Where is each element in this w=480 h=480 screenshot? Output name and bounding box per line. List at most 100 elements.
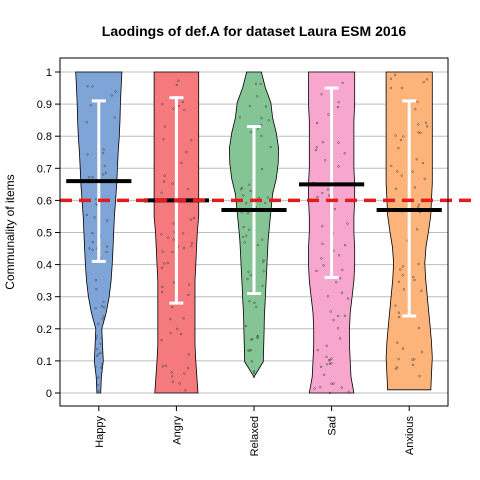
data-point: [249, 131, 253, 134]
data-point: [170, 371, 173, 374]
data-point: [94, 278, 98, 282]
data-point: [321, 191, 324, 195]
data-point: [178, 382, 181, 385]
data-point: [260, 167, 264, 171]
data-point: [254, 82, 258, 85]
data-point: [110, 94, 113, 97]
data-point: [319, 365, 323, 368]
data-point: [247, 270, 250, 273]
data-point: [191, 241, 194, 245]
data-point: [262, 259, 265, 262]
data-point: [252, 375, 256, 379]
data-point: [341, 81, 344, 85]
data-point: [86, 85, 89, 88]
y-tick-label: 0: [46, 388, 52, 400]
data-point: [401, 265, 405, 268]
x-tick-label: Sad: [327, 416, 339, 436]
data-point: [424, 121, 428, 124]
data-point: [259, 82, 262, 86]
data-point: [337, 314, 340, 318]
data-point: [425, 125, 429, 128]
data-point: [320, 93, 323, 96]
data-point: [335, 281, 338, 284]
data-point: [93, 216, 96, 219]
data-point: [160, 191, 163, 194]
data-point: [413, 358, 416, 361]
data-point: [261, 238, 264, 241]
data-point: [187, 353, 190, 356]
data-point: [397, 315, 401, 319]
data-point: [319, 386, 322, 389]
data-point: [239, 188, 243, 191]
data-point: [247, 349, 250, 352]
data-point: [99, 342, 102, 345]
data-point: [261, 284, 264, 287]
data-point: [250, 338, 253, 341]
data-point: [102, 300, 105, 303]
data-point: [97, 322, 100, 326]
data-point: [177, 79, 180, 82]
data-point: [104, 171, 108, 174]
y-tick-label: 0.3: [37, 292, 52, 304]
data-point: [394, 304, 397, 307]
data-point: [326, 363, 329, 366]
data-point: [91, 85, 94, 88]
data-point: [328, 391, 331, 395]
data-point: [337, 254, 341, 257]
data-point: [343, 244, 347, 247]
data-point: [238, 116, 242, 119]
x-tick-label: Anxious: [404, 416, 416, 456]
data-point: [400, 174, 403, 177]
data-point: [187, 187, 190, 191]
data-point: [162, 138, 165, 141]
data-point: [172, 222, 175, 225]
data-point: [172, 281, 176, 284]
data-point: [322, 373, 326, 376]
data-point: [170, 375, 174, 378]
data-point: [243, 241, 246, 244]
data-point: [337, 141, 340, 144]
data-point: [161, 250, 164, 253]
data-point: [423, 177, 426, 180]
data-point: [420, 350, 424, 353]
data-point: [395, 366, 399, 369]
data-point: [324, 159, 327, 162]
data-point: [161, 365, 165, 368]
data-point: [393, 73, 397, 76]
data-point: [255, 305, 258, 308]
y-tick-label: 1: [46, 67, 52, 79]
data-point: [396, 170, 399, 173]
data-point: [161, 102, 164, 106]
data-point: [340, 386, 343, 389]
data-point: [325, 344, 328, 347]
data-point: [425, 78, 429, 81]
data-point: [267, 119, 270, 122]
data-point: [188, 283, 191, 286]
data-point: [101, 151, 105, 155]
data-point: [394, 187, 398, 190]
data-point: [245, 202, 248, 205]
data-point: [389, 86, 392, 90]
data-point: [417, 262, 420, 265]
data-point: [256, 243, 260, 247]
data-point: [416, 228, 419, 231]
data-point: [160, 266, 164, 269]
data-point: [402, 135, 405, 138]
data-point: [327, 359, 331, 362]
data-point: [417, 326, 420, 330]
y-tick-label: 0.6: [37, 195, 52, 207]
data-point: [422, 80, 425, 84]
data-point: [261, 260, 265, 263]
data-point: [250, 360, 253, 363]
data-point: [264, 105, 268, 108]
data-point: [169, 332, 172, 335]
data-point: [394, 134, 397, 137]
data-point: [88, 247, 91, 250]
data-point: [414, 108, 417, 111]
data-point: [315, 121, 319, 125]
y-axis-label: Communality of items: [3, 174, 17, 289]
data-point: [397, 357, 400, 361]
data-point: [417, 123, 420, 126]
data-point: [420, 289, 423, 292]
data-point: [103, 306, 106, 309]
